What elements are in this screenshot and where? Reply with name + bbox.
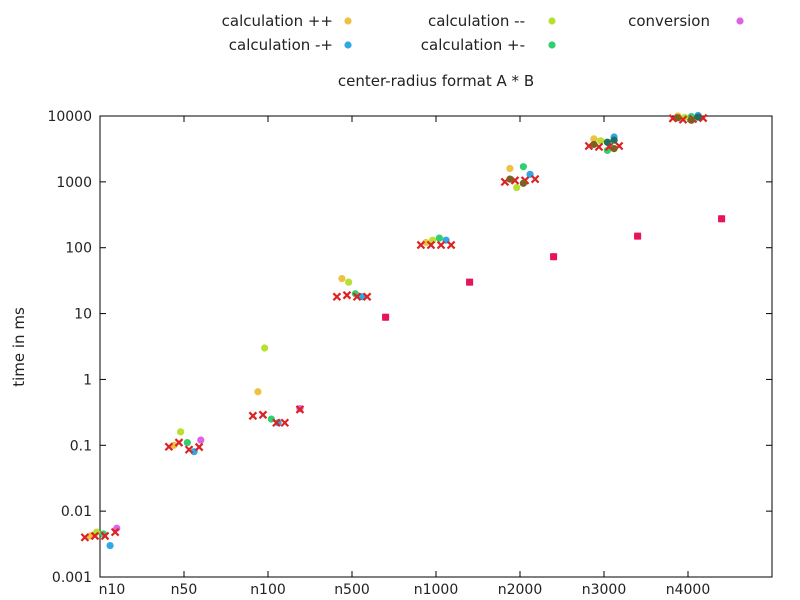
legend-marker bbox=[548, 41, 556, 49]
y-tick-label: 0.1 bbox=[70, 438, 92, 454]
data-point bbox=[197, 436, 205, 444]
data-point bbox=[506, 175, 514, 183]
data-point bbox=[184, 445, 194, 454]
legend-marker bbox=[344, 41, 352, 49]
legend-marker bbox=[548, 17, 556, 25]
data-point bbox=[513, 183, 521, 192]
x-tick-label: n100 bbox=[250, 582, 286, 598]
data-point bbox=[80, 533, 90, 542]
data-point bbox=[550, 253, 558, 261]
data-point bbox=[426, 240, 436, 250]
data-point bbox=[338, 274, 346, 283]
data-point bbox=[597, 137, 605, 145]
data-point bbox=[530, 174, 540, 184]
legend-label: calculation -+ bbox=[229, 36, 333, 54]
data-point bbox=[295, 405, 305, 414]
y-tick-label: 10000 bbox=[47, 109, 92, 125]
data-point bbox=[603, 146, 611, 155]
data-point bbox=[100, 531, 110, 541]
data-point bbox=[687, 116, 695, 124]
data-point bbox=[436, 240, 446, 250]
data-point bbox=[422, 238, 430, 247]
data-point bbox=[110, 527, 120, 537]
data-point bbox=[345, 278, 353, 286]
data-point bbox=[280, 418, 290, 428]
data-point bbox=[258, 410, 268, 420]
data-point bbox=[272, 418, 281, 428]
legend-marker bbox=[344, 17, 352, 25]
y-axis-label: time in ms bbox=[10, 307, 28, 387]
data-point bbox=[590, 140, 598, 149]
data-point bbox=[610, 136, 618, 144]
data-point bbox=[519, 163, 527, 171]
x-tick-label: n50 bbox=[171, 582, 198, 598]
data-point bbox=[90, 531, 100, 541]
data-point bbox=[362, 292, 372, 302]
data-point bbox=[718, 215, 726, 223]
data-point bbox=[674, 114, 682, 122]
y-tick-label: 0.01 bbox=[61, 504, 92, 520]
data-point bbox=[194, 442, 204, 452]
x-tick-label: n500 bbox=[334, 582, 370, 598]
x-tick-label: n4000 bbox=[666, 582, 711, 598]
data-point bbox=[174, 438, 184, 447]
data-point bbox=[177, 428, 185, 436]
y-tick-label: 10 bbox=[74, 307, 92, 323]
legend-label: calculation -- bbox=[428, 12, 525, 30]
data-point bbox=[519, 179, 527, 187]
data-point bbox=[342, 290, 352, 300]
data-point bbox=[634, 232, 642, 240]
x-axis-ticks: n10 n50 n100 n500 n1000 n2000 n3000 n4000 bbox=[99, 116, 711, 598]
data-point bbox=[106, 541, 114, 550]
data-point bbox=[603, 138, 611, 146]
x-tick-label: n1000 bbox=[414, 582, 459, 598]
legend-marker bbox=[736, 17, 744, 25]
x-tick-label: n2000 bbox=[498, 582, 543, 598]
legend-label: calculation ++ bbox=[222, 12, 333, 30]
legend: calculation ++ calculation +- conversion ca… bbox=[222, 12, 744, 54]
data-point bbox=[590, 135, 598, 143]
chart-title: center-radius format A * B bbox=[338, 72, 534, 90]
data-point bbox=[694, 113, 702, 121]
data-point bbox=[416, 240, 426, 250]
x-tick-label: n3000 bbox=[582, 582, 627, 598]
legend-label: conversion bbox=[628, 12, 710, 30]
data-point bbox=[466, 278, 474, 286]
data-point bbox=[610, 144, 618, 153]
plot-frame bbox=[99, 115, 773, 578]
data-point bbox=[254, 388, 262, 396]
y-tick-label: 1000 bbox=[56, 175, 92, 191]
y-tick-label: 0.001 bbox=[52, 570, 92, 586]
data-point bbox=[248, 411, 258, 421]
y-tick-label: 100 bbox=[65, 241, 92, 257]
data-point bbox=[382, 313, 390, 321]
data-marks bbox=[80, 111, 726, 550]
data-point bbox=[183, 438, 191, 447]
data-point bbox=[506, 164, 514, 173]
data-point bbox=[274, 419, 282, 427]
legend-label: calculation +- bbox=[421, 36, 525, 54]
data-point bbox=[435, 234, 443, 242]
y-tick-label: 1 bbox=[83, 372, 92, 388]
data-point bbox=[164, 442, 174, 452]
x-tick-label: n10 bbox=[99, 582, 126, 598]
data-point bbox=[261, 344, 269, 352]
data-point bbox=[446, 240, 456, 250]
data-point bbox=[352, 292, 362, 302]
y-axis-ticks: 0.001 0.01 0.1 1 10 100 1000 10000 bbox=[47, 109, 772, 586]
data-point bbox=[332, 292, 342, 302]
